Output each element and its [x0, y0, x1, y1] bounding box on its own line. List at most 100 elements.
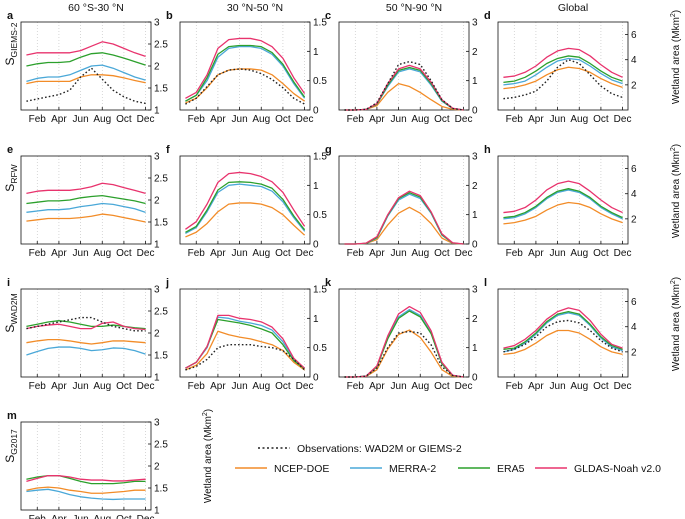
series-line-era5	[185, 181, 306, 233]
series-line-gldas	[26, 182, 146, 195]
series-line-gldas	[185, 314, 306, 369]
panel-letter: m	[7, 410, 17, 422]
x-tick-label: Feb	[506, 114, 524, 125]
y-tick-label: 1.5	[313, 285, 327, 296]
plot-frame	[497, 288, 629, 378]
panel-j: 0 0.5 1 1.5 Feb Apr Jun Aug Oct Dec j	[165, 277, 327, 392]
plot-frame	[20, 288, 152, 378]
x-tick-label: Oct	[116, 381, 132, 392]
x-tick-label: Dec	[614, 381, 632, 392]
series-line-ncep	[344, 82, 464, 111]
x-tick-label: Aug	[252, 114, 270, 125]
panel-c: 0 1 2 3 Feb Apr Jun Aug Oct Dec c	[325, 10, 478, 125]
series-line-ncep	[503, 66, 623, 90]
x-tick-label: Apr	[369, 381, 385, 392]
panel-letter: i	[7, 277, 10, 289]
column-title-50n-90n: 50 °N-90 °N	[386, 2, 442, 14]
x-tick-label: Oct	[434, 381, 450, 392]
y-tick-label: 2	[472, 181, 478, 192]
series-line-era5	[344, 66, 464, 111]
plot-frame	[497, 21, 629, 111]
y-tick-label: 2	[631, 347, 637, 358]
y-tick-label: 1.5	[154, 484, 168, 495]
panels-group: 1 1.5 2 2.5 3 Feb Apr Jun Aug Oct Dec a 0 0.5 1 1.5 Feb A…	[7, 10, 637, 519]
x-tick-label: Oct	[275, 248, 291, 259]
x-tick-label: Aug	[93, 114, 111, 125]
legend-merra-label: MERRA-2	[389, 463, 436, 475]
x-tick-label: Feb	[347, 248, 365, 259]
series-line-obs	[344, 60, 464, 111]
series-line-ncep	[26, 213, 146, 223]
series-line-ncep	[26, 74, 146, 85]
series-line-era5	[503, 310, 623, 350]
x-tick-label: Jun	[73, 114, 89, 125]
x-tick-label: Dec	[137, 248, 155, 259]
series-line-obs	[503, 319, 623, 353]
x-tick-label: Aug	[93, 381, 111, 392]
series-line-obs	[344, 330, 464, 378]
x-tick-label: Dec	[137, 114, 155, 125]
x-tick-label: Feb	[188, 248, 206, 259]
x-tick-label: Oct	[275, 381, 291, 392]
series-line-merra	[26, 64, 146, 83]
x-tick-label: Dec	[455, 248, 473, 259]
y-tick-label: 4	[631, 322, 637, 333]
y-tick-label: 2.5	[154, 40, 168, 51]
y-tick-label: 0	[313, 240, 319, 251]
x-tick-label: Oct	[593, 248, 609, 259]
plot-frame	[20, 21, 152, 111]
series-line-gldas	[503, 307, 623, 349]
x-tick-label: Apr	[51, 248, 67, 259]
x-tick-label: Oct	[593, 114, 609, 125]
x-tick-label: Apr	[210, 114, 226, 125]
y-tick-label: 1.5	[154, 351, 168, 362]
x-tick-label: Aug	[570, 381, 588, 392]
x-tick-label: Dec	[137, 381, 155, 392]
y-tick-label: 3	[154, 285, 160, 296]
series-line-merra	[503, 189, 623, 220]
panel-letter: f	[166, 144, 170, 156]
y-tick-label: 6	[631, 297, 637, 308]
x-tick-label: Apr	[51, 114, 67, 125]
x-tick-label: Oct	[116, 514, 132, 519]
x-tick-label: Jun	[73, 514, 89, 519]
x-tick-label: Jun	[232, 114, 248, 125]
y-tick-label: 1	[472, 76, 478, 87]
series-line-merra	[503, 57, 623, 86]
panel-l: 2 4 6 Feb Apr Jun Aug Oct Dec l	[484, 277, 637, 392]
y-tick-label: 0	[472, 240, 478, 251]
x-tick-label: Apr	[369, 114, 385, 125]
y-tick-label: 3	[154, 152, 160, 163]
x-tick-label: Aug	[411, 248, 429, 259]
series-line-merra	[26, 346, 146, 356]
y-tick-label: 3	[154, 418, 160, 429]
y-tick-label: 1	[154, 240, 160, 251]
x-tick-label: Apr	[528, 248, 544, 259]
x-tick-label: Aug	[411, 381, 429, 392]
x-tick-label: Feb	[506, 248, 524, 259]
panel-h: 2 4 6 Feb Apr Jun Aug Oct Dec h	[484, 144, 637, 259]
series-line-gldas	[344, 64, 464, 111]
y-tick-label: 2.5	[154, 174, 168, 185]
series-line-obs	[26, 316, 146, 332]
series-line-ncep	[185, 330, 305, 371]
y-tick-label: 0	[313, 106, 319, 117]
series-line-ncep	[503, 201, 623, 225]
x-tick-label: Jun	[550, 248, 566, 259]
plot-frame	[179, 288, 311, 378]
panel-b: 0 0.5 1 1.5 Feb Apr Jun Aug Oct Dec b	[166, 10, 327, 125]
panel-k: 0 1 2 3 Feb Apr Jun Aug Oct Dec k	[325, 277, 478, 392]
plot-frame	[338, 288, 470, 378]
legend-gldas-label: GLDAS-Noah v2.0	[574, 463, 661, 475]
y-tick-label: 2	[631, 80, 637, 91]
x-tick-label: Apr	[528, 114, 544, 125]
panel-f: 0 0.5 1 1.5 Feb Apr Jun Aug Oct Dec f	[166, 144, 327, 259]
series-line-ncep	[26, 486, 146, 494]
series-line-obs	[185, 68, 305, 105]
x-tick-label: Feb	[29, 248, 47, 259]
plot-frame	[497, 155, 629, 245]
x-tick-label: Oct	[116, 248, 132, 259]
panel-d: 2 4 6 Feb Apr Jun Aug Oct Dec d	[484, 10, 637, 125]
legend-ncep-label: NCEP-DOE	[274, 463, 329, 475]
